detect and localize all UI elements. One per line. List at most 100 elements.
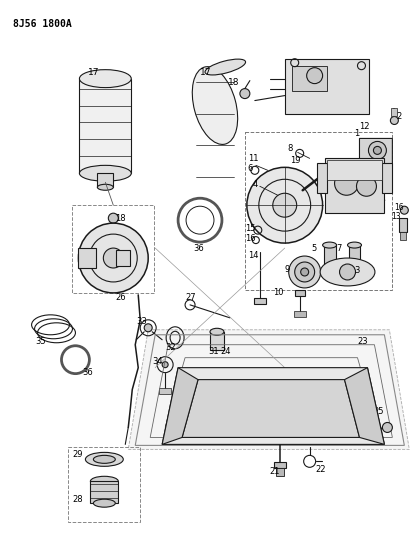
Circle shape	[289, 256, 320, 288]
Text: 4: 4	[253, 180, 258, 189]
Bar	[69, 447, 140, 522]
Bar	[295, 290, 305, 296]
Ellipse shape	[97, 184, 113, 190]
Bar	[254, 298, 266, 304]
Bar	[210, 332, 224, 350]
Text: 35: 35	[36, 337, 46, 346]
Circle shape	[240, 88, 250, 99]
Bar	[317, 163, 327, 193]
Circle shape	[335, 171, 358, 195]
Text: 24: 24	[220, 347, 230, 356]
Bar	[97, 173, 113, 187]
Text: 33: 33	[136, 317, 147, 326]
Text: 18: 18	[115, 214, 126, 223]
Polygon shape	[344, 368, 385, 445]
Text: 17: 17	[88, 68, 100, 77]
Text: 32: 32	[165, 343, 176, 352]
Bar	[78, 248, 96, 268]
Text: 36: 36	[83, 368, 93, 377]
Text: 34: 34	[152, 357, 163, 366]
Ellipse shape	[210, 328, 224, 335]
Text: 25: 25	[373, 407, 384, 416]
Circle shape	[400, 206, 408, 214]
Bar	[245, 133, 392, 290]
Bar	[294, 311, 306, 317]
Circle shape	[108, 213, 118, 223]
Bar	[324, 245, 336, 267]
Circle shape	[368, 141, 387, 159]
Bar	[349, 245, 361, 267]
Text: 3: 3	[354, 266, 360, 276]
Text: 21: 21	[270, 467, 280, 476]
Ellipse shape	[79, 165, 131, 181]
Circle shape	[356, 176, 376, 196]
Ellipse shape	[79, 70, 131, 87]
Circle shape	[144, 324, 152, 332]
Text: 2: 2	[396, 112, 401, 121]
Polygon shape	[182, 379, 359, 438]
Ellipse shape	[93, 455, 115, 463]
Circle shape	[307, 68, 323, 84]
Text: 22: 22	[316, 465, 326, 474]
Bar	[285, 59, 370, 114]
Ellipse shape	[90, 477, 118, 486]
Text: 16: 16	[394, 203, 404, 212]
Text: 14: 14	[248, 251, 259, 260]
Ellipse shape	[320, 258, 375, 286]
Text: 19: 19	[290, 156, 300, 165]
Text: 1: 1	[354, 129, 360, 138]
Text: 7: 7	[337, 244, 342, 253]
Text: 29: 29	[72, 450, 83, 459]
Circle shape	[295, 262, 315, 282]
Circle shape	[382, 423, 392, 432]
Ellipse shape	[93, 499, 115, 507]
Ellipse shape	[205, 59, 246, 75]
Bar	[325, 158, 385, 213]
Text: 20: 20	[268, 420, 278, 429]
Text: 16: 16	[245, 233, 256, 243]
Bar	[159, 387, 171, 393]
Text: 27: 27	[185, 293, 196, 302]
Bar	[276, 469, 284, 477]
Text: 26: 26	[115, 293, 126, 302]
Text: 15: 15	[245, 224, 255, 232]
Polygon shape	[359, 139, 392, 190]
Circle shape	[162, 362, 168, 368]
Bar	[292, 66, 327, 91]
Bar	[79, 79, 131, 173]
Circle shape	[273, 193, 297, 217]
Text: 6: 6	[248, 164, 253, 173]
Bar	[351, 267, 358, 279]
Ellipse shape	[347, 242, 361, 248]
Bar	[400, 232, 406, 240]
Text: 8J56 1800A: 8J56 1800A	[13, 19, 71, 29]
Text: 17: 17	[200, 68, 211, 77]
Text: 18: 18	[228, 78, 240, 87]
Ellipse shape	[85, 453, 123, 466]
Bar	[274, 462, 286, 469]
Bar	[327, 160, 382, 180]
Circle shape	[247, 167, 323, 243]
Bar	[116, 250, 130, 266]
Polygon shape	[162, 368, 385, 445]
Bar	[382, 163, 392, 193]
Bar	[399, 218, 407, 232]
Circle shape	[339, 264, 356, 280]
Text: 10: 10	[273, 288, 283, 297]
Text: 23: 23	[358, 337, 368, 346]
Circle shape	[390, 117, 399, 125]
Text: 36: 36	[193, 244, 204, 253]
Text: 9: 9	[285, 265, 290, 274]
Bar	[90, 481, 118, 503]
Text: 12: 12	[359, 122, 370, 131]
Text: 8: 8	[288, 144, 293, 153]
Circle shape	[301, 268, 309, 276]
Text: 31: 31	[208, 347, 218, 356]
Circle shape	[103, 248, 123, 268]
Ellipse shape	[323, 242, 337, 248]
Polygon shape	[162, 368, 198, 445]
Text: 28: 28	[72, 495, 83, 504]
Text: 13: 13	[392, 212, 401, 221]
Ellipse shape	[192, 67, 237, 144]
Polygon shape	[128, 330, 409, 449]
